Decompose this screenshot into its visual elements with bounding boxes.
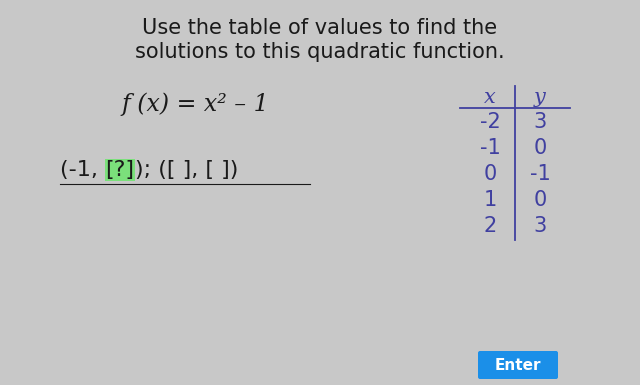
FancyBboxPatch shape — [478, 351, 558, 379]
Text: 0: 0 — [533, 138, 547, 158]
Text: (-1,: (-1, — [60, 160, 105, 180]
Text: [?]: [?] — [106, 160, 134, 180]
Text: 1: 1 — [483, 190, 497, 210]
Text: Enter: Enter — [495, 358, 541, 373]
Text: 0: 0 — [483, 164, 497, 184]
Text: Use the table of values to find the: Use the table of values to find the — [143, 18, 497, 38]
Text: 3: 3 — [533, 216, 547, 236]
Text: -1: -1 — [530, 164, 550, 184]
Text: f (x) = x² – 1: f (x) = x² – 1 — [121, 92, 269, 116]
Text: -1: -1 — [479, 138, 500, 158]
Text: y: y — [534, 88, 546, 107]
FancyBboxPatch shape — [105, 159, 135, 181]
Text: x: x — [484, 88, 496, 107]
Text: 0: 0 — [533, 190, 547, 210]
Text: 3: 3 — [533, 112, 547, 132]
Text: solutions to this quadratic function.: solutions to this quadratic function. — [135, 42, 505, 62]
Text: 2: 2 — [483, 216, 497, 236]
Text: ); ([ ], [ ]): ); ([ ], [ ]) — [135, 160, 238, 180]
Text: -2: -2 — [479, 112, 500, 132]
